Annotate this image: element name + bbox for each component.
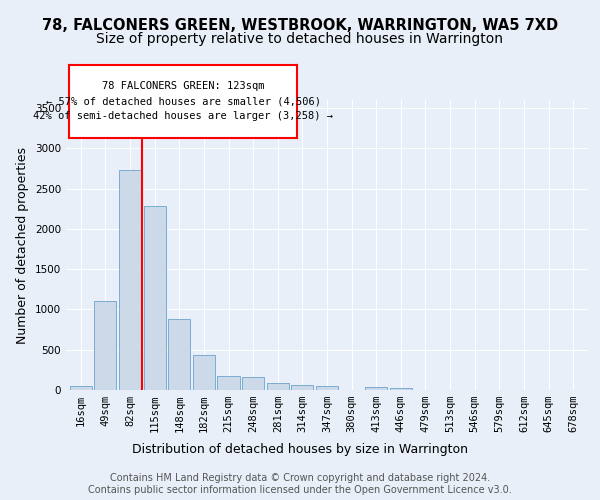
Text: 78, FALCONERS GREEN, WESTBROOK, WARRINGTON, WA5 7XD: 78, FALCONERS GREEN, WESTBROOK, WARRINGT… xyxy=(42,18,558,32)
Bar xyxy=(291,385,313,390)
Text: Contains HM Land Registry data © Crown copyright and database right 2024.
Contai: Contains HM Land Registry data © Crown c… xyxy=(88,474,512,495)
Bar xyxy=(390,388,412,390)
Bar xyxy=(70,386,92,390)
Bar xyxy=(316,386,338,390)
Bar xyxy=(94,302,116,390)
Text: 78 FALCONERS GREEN: 123sqm
← 57% of detached houses are smaller (4,506)
42% of s: 78 FALCONERS GREEN: 123sqm ← 57% of deta… xyxy=(33,82,333,121)
Bar xyxy=(217,376,239,390)
Bar xyxy=(143,206,166,390)
Bar xyxy=(266,383,289,390)
Text: Size of property relative to detached houses in Warrington: Size of property relative to detached ho… xyxy=(97,32,503,46)
Bar xyxy=(365,387,388,390)
Bar xyxy=(193,356,215,390)
Bar xyxy=(119,170,141,390)
Text: Distribution of detached houses by size in Warrington: Distribution of detached houses by size … xyxy=(132,442,468,456)
Bar xyxy=(168,319,190,390)
Y-axis label: Number of detached properties: Number of detached properties xyxy=(16,146,29,344)
Bar xyxy=(242,377,264,390)
